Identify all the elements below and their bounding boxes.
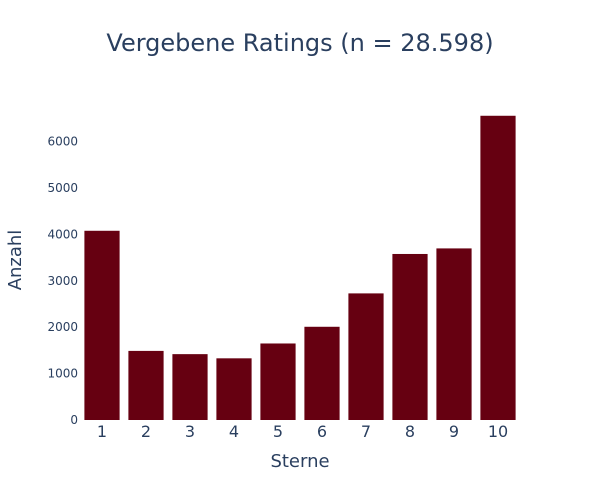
y-tick-label: 3000	[47, 274, 78, 288]
bar-2	[128, 350, 164, 420]
x-tick-label: 6	[317, 422, 327, 441]
y-tick-label: 0	[70, 413, 78, 427]
x-axis-ticks: 1 2 3 4 5 6 7 8 9 10	[97, 422, 508, 441]
bar-10	[480, 115, 516, 421]
x-tick-label: 4	[229, 422, 239, 441]
x-tick-label: 5	[273, 422, 283, 441]
x-tick-label: 9	[449, 422, 459, 441]
bar-9	[436, 248, 472, 420]
y-tick-label: 4000	[47, 227, 78, 241]
bar-7	[348, 293, 384, 420]
bar-6	[304, 326, 340, 420]
bar-4	[216, 358, 252, 420]
y-tick-label: 1000	[47, 367, 78, 381]
bar-8	[392, 253, 428, 420]
x-tick-label: 7	[361, 422, 371, 441]
x-tick-label: 3	[185, 422, 195, 441]
y-tick-label: 6000	[47, 135, 78, 149]
x-axis-title: Sterne	[270, 451, 329, 472]
chart-title: Vergebene Ratings (n = 28.598)	[106, 29, 493, 57]
x-tick-label: 1	[97, 422, 107, 441]
x-tick-label: 10	[488, 422, 508, 441]
bar-5	[260, 343, 296, 420]
y-tick-label: 2000	[47, 320, 78, 334]
y-axis-ticks: 0 1000 2000 3000 4000 5000 6000	[47, 135, 78, 427]
y-axis-title: Anzahl	[5, 230, 26, 291]
bars	[84, 115, 516, 421]
x-tick-label: 2	[141, 422, 151, 441]
y-tick-label: 5000	[47, 181, 78, 195]
bar-3	[172, 354, 208, 420]
x-tick-label: 8	[405, 422, 415, 441]
bar-1	[84, 230, 120, 420]
